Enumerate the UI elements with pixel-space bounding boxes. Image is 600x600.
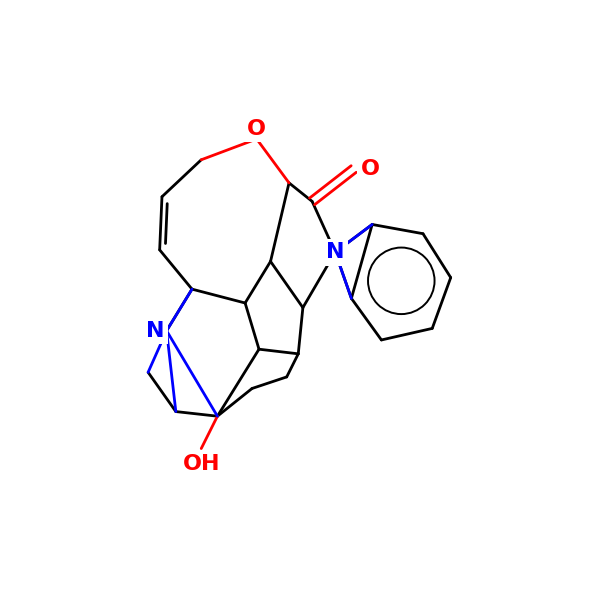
Text: N: N — [146, 321, 164, 341]
Text: N: N — [326, 242, 344, 262]
Text: O: O — [247, 119, 266, 139]
Text: O: O — [361, 159, 380, 179]
Text: OH: OH — [182, 454, 220, 474]
